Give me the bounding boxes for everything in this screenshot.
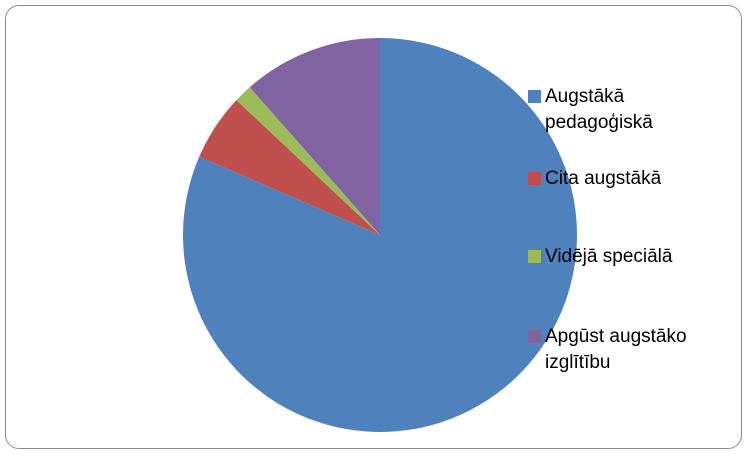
legend-item: Augstākā pedagoģiskā [528, 84, 725, 136]
legend-label: Augstākā pedagoģiskā [545, 86, 653, 133]
pie-slice [199, 100, 380, 235]
pie-slice [249, 38, 380, 235]
pie-slice [236, 87, 380, 235]
legend-swatch [528, 90, 541, 103]
legend-swatch [528, 250, 541, 263]
legend-item: Apgūst augstāko izglītību [528, 324, 725, 376]
legend-item: Cita augstākā [528, 166, 725, 192]
legend-label: Vidējā speciālā [545, 246, 673, 267]
legend-label: Apgūst augstāko izglītību [545, 326, 687, 373]
chart-frame [5, 5, 742, 449]
legend-label: Cita augstākā [545, 168, 662, 189]
legend-swatch [528, 172, 541, 185]
legend-swatch [528, 330, 541, 343]
legend-item: Vidējā speciālā [528, 244, 725, 270]
